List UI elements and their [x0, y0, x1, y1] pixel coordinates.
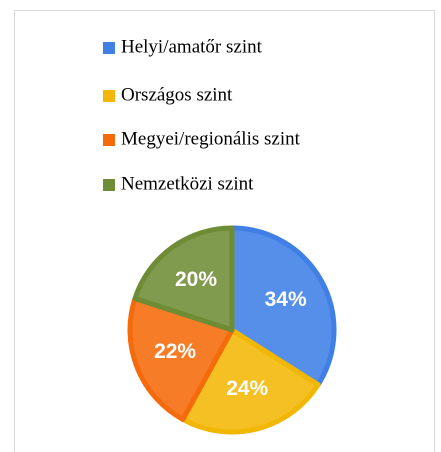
data-label: 20%	[175, 268, 217, 291]
pie-slice	[127, 295, 235, 422]
pie-slice	[132, 225, 235, 333]
legend-swatch	[103, 90, 115, 102]
data-label: 34%	[265, 288, 307, 311]
data-label: 24%	[226, 377, 268, 400]
legend-label: Nemzetközi szint	[121, 173, 254, 194]
pie-slice	[180, 327, 321, 435]
legend-swatch	[103, 179, 115, 191]
data-label: 22%	[154, 340, 196, 363]
legend-label: Helyi/amatőr szint	[121, 36, 263, 57]
legend-swatch	[103, 42, 115, 54]
legend-swatch	[103, 134, 115, 146]
legend-label: Megyei/regionális szint	[121, 128, 301, 149]
legend-label: Országos szint	[121, 84, 233, 105]
